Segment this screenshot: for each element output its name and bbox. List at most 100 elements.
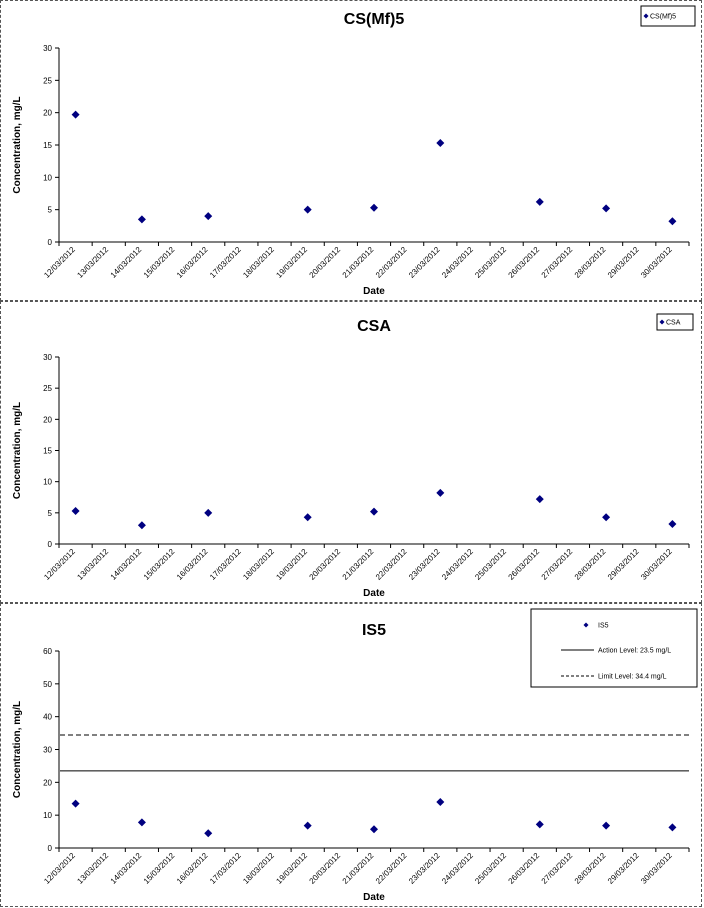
data-point-marker — [668, 520, 677, 529]
x-tick-label: 27/03/2012 — [540, 851, 575, 886]
y-tick-label: 0 — [48, 540, 53, 549]
x-tick-label: 25/03/2012 — [473, 851, 508, 886]
data-point-marker — [370, 825, 378, 834]
x-tick-label: 22/03/2012 — [374, 245, 409, 280]
y-tick-label: 0 — [48, 844, 53, 853]
data-point-marker — [137, 215, 146, 224]
data-point-marker — [668, 823, 677, 832]
x-tick-label: 30/03/2012 — [639, 547, 674, 582]
legend-marker — [643, 13, 649, 19]
x-tick-label: 17/03/2012 — [208, 245, 243, 280]
x-tick-label: 29/03/2012 — [606, 547, 641, 582]
x-tick-label: 17/03/2012 — [208, 851, 243, 886]
x-tick-label: 28/03/2012 — [573, 851, 608, 886]
y-tick-label: 25 — [43, 384, 52, 393]
x-tick-label: 28/03/2012 — [573, 245, 608, 280]
x-tick-label: 27/03/2012 — [540, 245, 575, 280]
y-tick-label: 20 — [43, 109, 52, 118]
x-tick-label: 25/03/2012 — [473, 245, 508, 280]
data-point-marker — [204, 829, 213, 838]
chart-title: CSA — [357, 318, 391, 335]
y-tick-label: 50 — [43, 680, 52, 689]
x-tick-label: 23/03/2012 — [407, 245, 442, 280]
data-point-marker — [71, 799, 80, 808]
x-tick-label: 17/03/2012 — [208, 547, 243, 582]
chart-svg: CS(Mf)505101520253012/03/201213/03/20121… — [12, 5, 696, 297]
data-point-marker — [436, 798, 445, 807]
legend-label: Action Level: 23.5 mg/L — [598, 648, 671, 655]
x-tick-label: 29/03/2012 — [606, 245, 641, 280]
x-tick-label: 15/03/2012 — [142, 547, 177, 582]
x-tick-label: 23/03/2012 — [407, 547, 442, 582]
data-point-marker — [602, 821, 611, 830]
data-point-marker — [71, 110, 80, 119]
x-tick-label: 14/03/2012 — [109, 245, 144, 280]
data-point-marker — [137, 521, 146, 530]
y-tick-label: 20 — [43, 778, 52, 787]
y-tick-label: 0 — [48, 238, 53, 247]
y-axis-title: Concentration, mg/L — [12, 402, 23, 499]
x-tick-label: 15/03/2012 — [142, 245, 177, 280]
y-tick-label: 10 — [43, 173, 52, 182]
legend-box — [530, 608, 698, 688]
y-tick-label: 30 — [43, 746, 52, 755]
x-tick-label: 12/03/2012 — [42, 851, 77, 886]
chart-panel-is5: IS5 0 10 20 30 40 50 60 12/03/2012 13/03/2012 14/0… — [0, 603, 702, 907]
x-tick-label: 16/03/2012 — [175, 851, 210, 886]
y-tick-label: 30 — [43, 353, 52, 362]
x-axis-title: Date — [363, 892, 385, 903]
data-point-marker — [303, 205, 312, 214]
y-tick-label: 15 — [43, 141, 52, 150]
chart-panel-cs-mf5: CS(Mf)5 0 5 10 15 20 25 30 12/03/2012 13/03/2012 1… — [0, 0, 702, 301]
chart-panel-csa: CSA 0 5 10 15 20 25 30 12/03/2012 13/03/2012 14/03… — [0, 301, 702, 603]
x-tick-label: 15/03/2012 — [142, 851, 177, 886]
data-point-marker — [668, 217, 677, 226]
x-tick-label: 12/03/2012 — [42, 245, 77, 280]
x-tick-label: 14/03/2012 — [109, 547, 144, 582]
legend-label: Limit Level: 34.4 mg/L — [598, 674, 667, 681]
x-tick-label: 22/03/2012 — [374, 547, 409, 582]
x-tick-label: 25/03/2012 — [473, 547, 508, 582]
y-tick-label: 5 — [48, 509, 53, 518]
x-tick-label: 20/03/2012 — [308, 245, 343, 280]
chart-title: CS(Mf)5 — [344, 11, 405, 28]
x-tick-label: 24/03/2012 — [440, 851, 475, 886]
data-point-marker — [602, 513, 611, 522]
data-point-marker — [204, 508, 213, 517]
data-point-marker — [436, 139, 445, 148]
x-tick-label: 19/03/2012 — [274, 547, 309, 582]
x-tick-label: 13/03/2012 — [75, 245, 110, 280]
chart-title: IS5 — [362, 622, 386, 639]
data-point-marker — [303, 513, 312, 522]
x-tick-label: 19/03/2012 — [274, 851, 309, 886]
y-tick-label: 25 — [43, 76, 52, 85]
chart-svg: IS5 0 10 20 30 40 50 60 12/03/201213/03/201214/0… — [12, 608, 698, 903]
x-tick-label: 21/03/2012 — [341, 547, 376, 582]
x-tick-label: 30/03/2012 — [639, 851, 674, 886]
legend-label: IS5 — [598, 623, 609, 630]
x-tick-label: 21/03/2012 — [341, 245, 376, 280]
legend-label: CS(Mf)5 — [650, 14, 676, 21]
legend-box — [640, 5, 696, 27]
x-tick-label: 18/03/2012 — [241, 851, 276, 886]
x-tick-label: 16/03/2012 — [175, 245, 210, 280]
data-point-marker — [535, 820, 544, 829]
x-tick-label: 20/03/2012 — [308, 851, 343, 886]
y-tick-label: 20 — [43, 415, 52, 424]
data-point-marker — [137, 818, 146, 827]
x-tick-label: 16/03/2012 — [175, 547, 210, 582]
x-tick-label: 12/03/2012 — [42, 547, 77, 582]
data-point-marker — [535, 197, 544, 206]
x-tick-label: 21/03/2012 — [341, 851, 376, 886]
y-tick-label: 10 — [43, 811, 52, 820]
x-tick-label: 26/03/2012 — [507, 245, 542, 280]
data-point-marker — [436, 488, 445, 497]
y-tick-label: 40 — [43, 713, 52, 722]
x-tick-label: 27/03/2012 — [540, 547, 575, 582]
data-point-marker — [71, 506, 80, 515]
y-tick-label: 30 — [43, 44, 52, 53]
data-point-marker — [535, 495, 544, 504]
x-tick-label: 14/03/2012 — [109, 851, 144, 886]
x-tick-label: 13/03/2012 — [75, 851, 110, 886]
y-axis-title: Concentration, mg/L — [12, 96, 23, 193]
